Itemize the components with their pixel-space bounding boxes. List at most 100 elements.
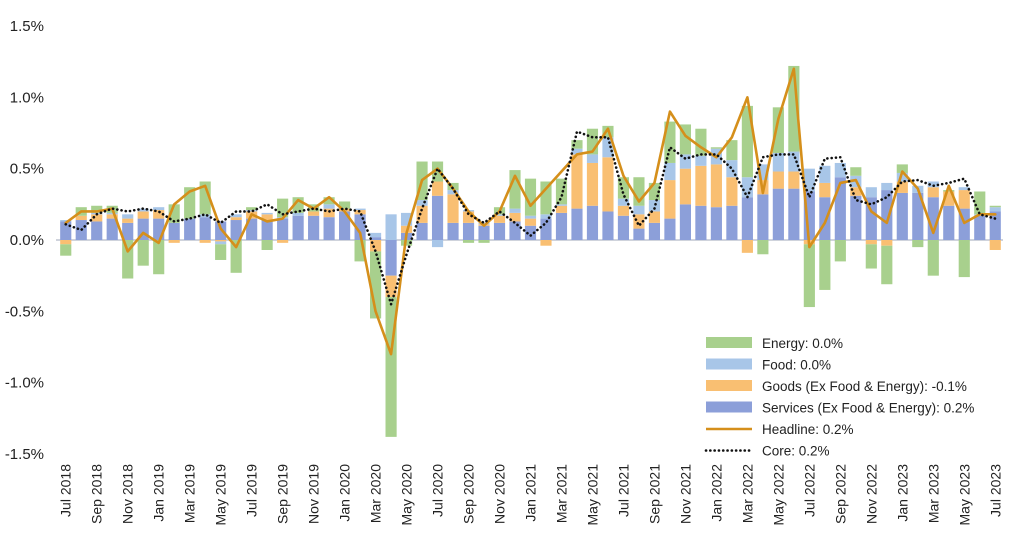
legend-label-core: Core: 0.2%	[762, 444, 830, 459]
bar-food	[385, 214, 397, 240]
bar-energy	[741, 105, 753, 178]
bar-services	[339, 211, 351, 240]
legend-swatch-food	[706, 358, 752, 370]
bar-food	[571, 148, 583, 155]
bar-services	[385, 240, 397, 276]
bar-energy	[478, 240, 490, 243]
bar-food	[633, 205, 645, 215]
bar-goods	[571, 154, 583, 209]
bar-services	[106, 218, 118, 240]
x-tick-label: Nov 2022	[863, 464, 879, 524]
bar-services	[354, 214, 366, 240]
bar-food	[834, 162, 846, 178]
bar-energy	[648, 182, 661, 201]
bar-energy	[912, 240, 924, 248]
bar-goods	[509, 212, 521, 222]
x-tick-label: Mar 2019	[182, 464, 198, 523]
bar-services	[726, 205, 738, 240]
x-tick-label: Sep 2021	[646, 464, 662, 524]
bar-energy	[989, 205, 1001, 208]
bar-energy	[60, 244, 72, 256]
bar-goods	[431, 181, 444, 196]
bar-food	[122, 214, 134, 219]
legend-item-services: Services (Ex Food & Energy): 0.2%	[706, 401, 974, 416]
bar-food	[261, 212, 273, 215]
x-tick-label: May 2023	[956, 464, 972, 526]
bar-energy	[974, 191, 986, 215]
bar-goods	[943, 191, 955, 206]
bar-food	[617, 198, 630, 206]
bar-food	[881, 182, 893, 191]
bar-goods	[137, 211, 149, 219]
bar-services	[943, 205, 955, 240]
bar-energy	[819, 240, 831, 290]
bar-food	[215, 241, 227, 245]
bar-goods	[958, 190, 970, 209]
bar-goods	[370, 240, 382, 252]
legend-item-headline: Headline: 0.2%	[706, 422, 854, 437]
bar-food	[664, 162, 676, 181]
bar-services	[292, 215, 304, 240]
x-tick-label: May 2019	[213, 464, 229, 526]
bar-services	[478, 225, 490, 240]
bar-energy	[772, 107, 784, 153]
bar-goods	[648, 211, 661, 223]
bar-goods	[524, 218, 537, 226]
legend-item-food: Food: 0.0%	[706, 358, 831, 373]
bar-services	[509, 221, 521, 240]
bar-food	[478, 222, 490, 225]
bar-food	[400, 212, 413, 226]
bar-food	[106, 212, 118, 215]
bar-energy	[137, 240, 149, 266]
bar-services	[633, 228, 645, 240]
x-tick-label: Jan 2021	[523, 464, 539, 522]
core-line	[64, 130, 997, 306]
bar-services	[571, 208, 583, 240]
bar-energy	[431, 161, 444, 182]
bar-energy	[881, 245, 893, 285]
bar-food	[416, 200, 428, 206]
bar-goods	[540, 240, 552, 246]
bar-food	[555, 204, 568, 206]
bar-food	[819, 165, 831, 183]
bar-services	[493, 222, 506, 240]
x-tick-label: Nov 2018	[120, 464, 136, 524]
bar-food	[788, 151, 800, 172]
x-tick-label: Jul 2020	[430, 464, 446, 517]
bar-services	[788, 188, 800, 240]
bar-goods	[617, 205, 630, 216]
bar-energy	[695, 128, 707, 156]
bar-energy	[633, 177, 645, 206]
bar-food	[60, 220, 72, 222]
bar-food	[803, 168, 815, 192]
bar-services	[896, 192, 908, 240]
bar-goods	[865, 240, 877, 245]
bar-goods	[850, 187, 862, 196]
bar-energy	[927, 240, 939, 276]
bar-goods	[927, 187, 939, 198]
bar-services	[447, 222, 459, 240]
x-tick-label: Jul 2023	[987, 464, 1003, 517]
bar-services	[927, 197, 939, 240]
bar-energy	[524, 178, 537, 216]
legend-swatch-goods	[706, 380, 752, 391]
bar-goods	[555, 205, 568, 213]
x-tick-label: Mar 2021	[553, 464, 569, 523]
bar-goods	[261, 214, 273, 221]
bar-services	[91, 221, 103, 240]
x-tick-label: Sep 2019	[275, 464, 291, 524]
bar-food	[695, 155, 707, 166]
bar-services	[834, 177, 846, 240]
bar-services	[199, 217, 211, 240]
bar-food	[354, 208, 366, 211]
bar-services	[881, 190, 893, 240]
bar-services	[308, 215, 320, 240]
headline-line	[64, 67, 997, 356]
legend-swatch-services	[706, 401, 752, 413]
bar-goods	[679, 168, 691, 205]
bar-food	[896, 172, 908, 182]
bar-energy	[199, 181, 211, 215]
x-tick-label: May 2022	[770, 464, 786, 526]
bar-energy	[339, 201, 351, 209]
bar-energy	[803, 244, 815, 308]
